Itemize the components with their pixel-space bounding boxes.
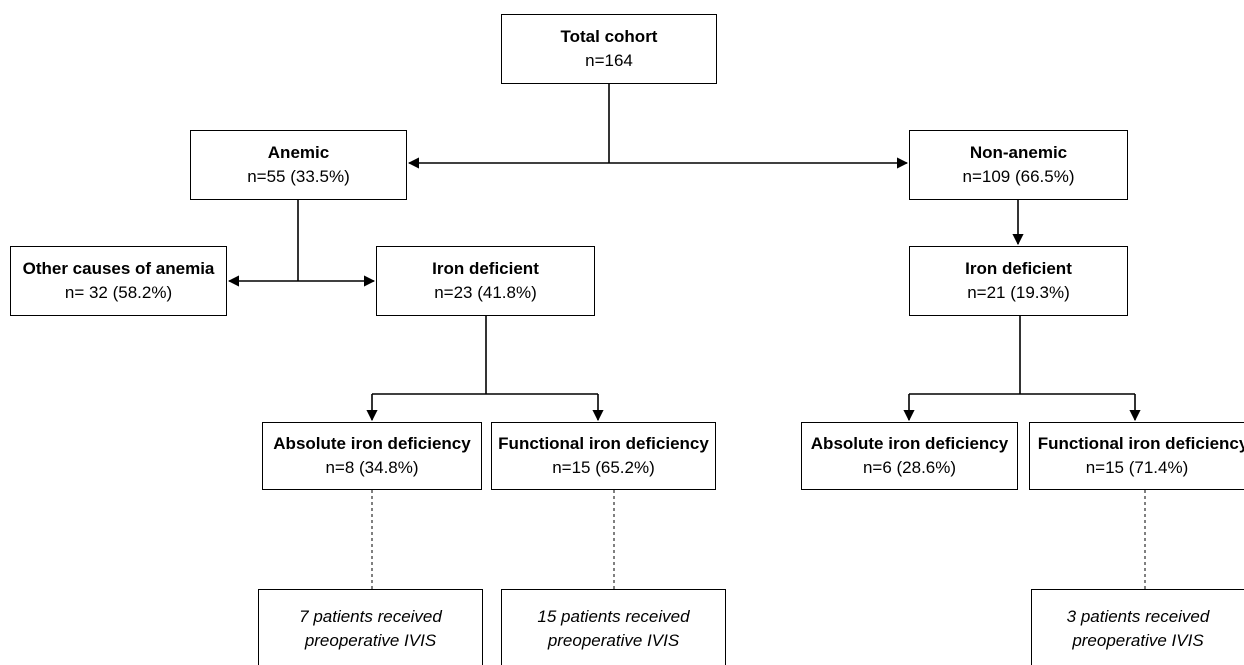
node-title: Other causes of anemia bbox=[22, 259, 215, 278]
node-count: n=8 (34.8%) bbox=[325, 458, 419, 477]
node-non-anemic: Non-anemic n=109 (66.5%) bbox=[909, 130, 1128, 200]
node-non-anemic-absolute-iron-deficiency: Absolute iron deficiency n=6 (28.6%) bbox=[801, 422, 1018, 490]
note-line: preoperative IVIS bbox=[1072, 631, 1204, 650]
node-anemic-absolute-iron-deficiency: Absolute iron deficiency n=8 (34.8%) bbox=[262, 422, 482, 490]
node-title: Non-anemic bbox=[969, 143, 1068, 162]
node-non-anemic-iron-deficient: Iron deficient n=21 (19.3%) bbox=[909, 246, 1128, 316]
note-line: 7 patients received bbox=[299, 607, 442, 626]
note-anemic-functional-ivis: 15 patients received preoperative IVIS bbox=[501, 589, 726, 665]
node-title: Iron deficient bbox=[965, 259, 1072, 278]
node-count: n=109 (66.5%) bbox=[962, 167, 1075, 186]
note-line: 3 patients received bbox=[1066, 607, 1210, 626]
node-count: n=21 (19.3%) bbox=[967, 283, 1070, 302]
note-line: 15 patients received bbox=[537, 607, 690, 626]
node-count: n=164 bbox=[585, 51, 633, 70]
node-title: Absolute iron deficiency bbox=[810, 434, 1009, 453]
node-count: n=15 (71.4%) bbox=[1085, 458, 1189, 477]
node-title: Total cohort bbox=[560, 27, 658, 46]
node-count: n=6 (28.6%) bbox=[862, 458, 957, 477]
node-count: n=55 (33.5%) bbox=[247, 167, 350, 186]
node-title: Functional iron deficiency bbox=[1037, 434, 1244, 453]
node-count: n=23 (41.8%) bbox=[434, 283, 537, 302]
note-line: preoperative IVIS bbox=[304, 631, 437, 650]
node-other-causes-of-anemia: Other causes of anemia n= 32 (58.2%) bbox=[10, 246, 227, 316]
node-anemic-functional-iron-deficiency: Functional iron deficiency n=15 (65.2%) bbox=[491, 422, 716, 490]
note-non-anemic-functional-ivis: 3 patients received preoperative IVIS bbox=[1031, 589, 1244, 665]
note-anemic-absolute-ivis: 7 patients received preoperative IVIS bbox=[258, 589, 483, 665]
node-total-cohort: Total cohort n=164 bbox=[501, 14, 717, 84]
node-title: Iron deficient bbox=[432, 259, 539, 278]
node-title: Functional iron deficiency bbox=[498, 434, 709, 453]
node-anemic-iron-deficient: Iron deficient n=23 (41.8%) bbox=[376, 246, 595, 316]
node-title: Anemic bbox=[267, 143, 330, 162]
node-count: n= 32 (58.2%) bbox=[64, 283, 173, 302]
node-count: n=15 (65.2%) bbox=[552, 458, 655, 477]
note-line: preoperative IVIS bbox=[547, 631, 680, 650]
node-title: Absolute iron deficiency bbox=[273, 434, 471, 453]
node-anemic: Anemic n=55 (33.5%) bbox=[190, 130, 407, 200]
node-non-anemic-functional-iron-deficiency: Functional iron deficiency n=15 (71.4%) bbox=[1029, 422, 1244, 490]
